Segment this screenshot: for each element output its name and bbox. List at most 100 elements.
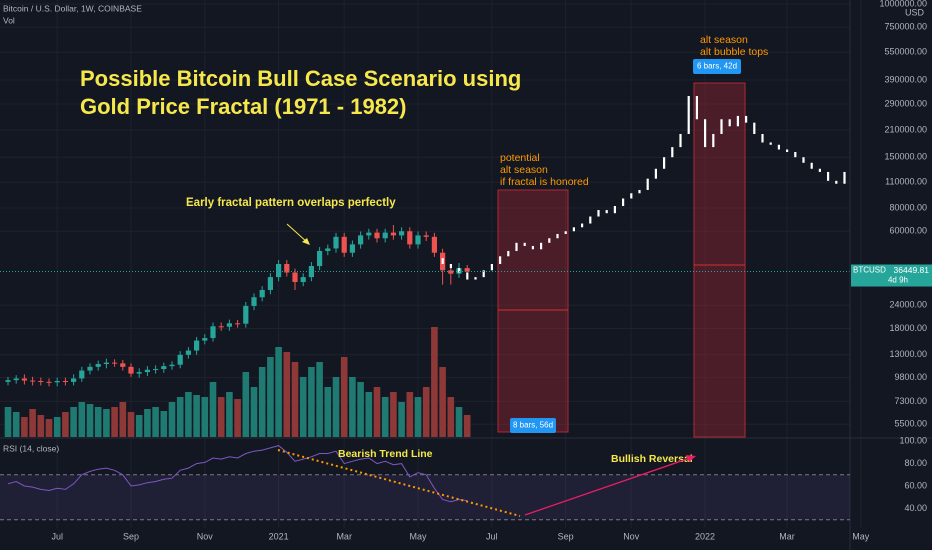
- y-tick-label: 210000.00: [884, 124, 927, 134]
- volume-bar: [308, 367, 315, 437]
- range-box: [693, 82, 746, 438]
- projection-bar: [720, 119, 723, 134]
- projection-bar: [843, 171, 846, 184]
- candle-body: [358, 235, 364, 245]
- rsi-tick-label: 80.00: [904, 458, 927, 468]
- candle-body: [54, 380, 60, 383]
- volume-bar: [160, 411, 168, 437]
- rsi-line: [7, 445, 468, 503]
- volume-bar: [381, 397, 389, 437]
- projection-bar: [663, 157, 666, 169]
- symbol: Bitcoin / U.S. Dollar, 1W, COINBASE: [3, 3, 142, 13]
- volume-bar: [53, 417, 61, 437]
- projection-bar: [687, 95, 690, 134]
- volume-bar: [422, 387, 430, 437]
- candle-body: [30, 380, 36, 382]
- candle-body: [153, 369, 159, 371]
- volume-bar: [86, 404, 94, 437]
- candle-body: [284, 263, 290, 273]
- x-tick-label: Mar: [336, 531, 352, 541]
- projection-bar: [827, 171, 830, 181]
- volume-bar: [447, 397, 455, 437]
- candle-body: [161, 366, 167, 370]
- candle-body: [103, 362, 109, 365]
- y-tick-label: 24000.00: [889, 300, 927, 310]
- projection-bar: [704, 119, 707, 148]
- y-tick-label: 550000.00: [884, 47, 927, 57]
- candle-body: [112, 362, 118, 364]
- projection-bar: [794, 151, 797, 158]
- last-price-value: 36449.81: [894, 265, 930, 275]
- volume-bar: [373, 387, 381, 437]
- candle-body: [382, 232, 388, 239]
- projection-bar: [753, 122, 756, 134]
- candle-body: [177, 354, 183, 365]
- candle-body: [308, 266, 314, 278]
- candle-body: [407, 231, 413, 245]
- candle-body: [194, 340, 200, 351]
- projection-bar: [810, 162, 813, 169]
- volume-bar: [349, 377, 356, 437]
- candle-body: [87, 366, 93, 371]
- volume-bar: [283, 352, 291, 437]
- candle-body: [38, 380, 44, 382]
- projection-bar: [589, 216, 592, 224]
- x-tick-label: Nov: [623, 531, 640, 541]
- price-pane: [0, 95, 850, 387]
- projection-bar: [786, 149, 789, 152]
- x-tick-label: 2021: [269, 531, 289, 541]
- x-tick-label: Sep: [123, 531, 139, 541]
- last-price-countdown: 4d 9h: [888, 276, 908, 285]
- projection-bar: [548, 238, 551, 243]
- projection-bar: [769, 142, 772, 145]
- y-tick-label: 13000.00: [889, 349, 927, 359]
- alt-season-note: if fractal is honored: [500, 176, 589, 188]
- x-tick-label: May: [852, 531, 870, 541]
- volume-bar: [21, 417, 28, 437]
- projection-bar: [695, 95, 698, 120]
- volume-bar: [234, 399, 241, 437]
- volume-bar: [176, 397, 184, 437]
- projection-bar: [597, 210, 600, 217]
- volume-bar: [414, 397, 422, 437]
- volume-bar: [390, 392, 397, 437]
- projection-bar: [679, 133, 682, 148]
- candle-body: [202, 338, 208, 341]
- projection-bar: [572, 227, 575, 232]
- projection-bar: [466, 272, 469, 280]
- projection-bar: [515, 242, 518, 251]
- volume-label: Vol: [3, 15, 15, 25]
- axes: 1000000.00 750000.00 550000.00 390000.00 290…: [51, 0, 932, 541]
- projection-bar: [777, 144, 780, 150]
- volume-bar: [250, 387, 258, 437]
- projection-bar: [605, 210, 608, 214]
- candle-body: [366, 232, 372, 236]
- volume-bar: [275, 347, 282, 437]
- volume-bar: [217, 397, 225, 437]
- candle-body: [144, 369, 150, 373]
- rsi-tick-label: 60.00: [904, 480, 927, 490]
- projection-bar: [482, 270, 485, 278]
- volume-bar: [209, 382, 217, 437]
- candle-body: [415, 235, 421, 245]
- candle-body: [210, 326, 216, 339]
- volume-bar: [78, 402, 86, 437]
- arrow-head: [686, 455, 696, 462]
- trend-line: [277, 449, 521, 517]
- candle-body: [431, 236, 437, 253]
- range-pill: [510, 418, 556, 433]
- y-tick-label: 390000.00: [884, 74, 927, 84]
- candle-body: [136, 372, 142, 374]
- projection-bar: [613, 206, 616, 214]
- volume-bar: [324, 387, 332, 437]
- candle-body: [5, 380, 11, 382]
- volume-bar: [12, 412, 20, 437]
- y-tick-label: 150000.00: [884, 152, 927, 162]
- projection-bar: [638, 189, 641, 194]
- y-tick-label: 110000.00: [885, 177, 927, 187]
- candle-body: [423, 235, 429, 237]
- projection-bar: [499, 256, 502, 264]
- candle-body: [13, 378, 19, 381]
- rsi-label: RSI (14, close): [3, 443, 59, 453]
